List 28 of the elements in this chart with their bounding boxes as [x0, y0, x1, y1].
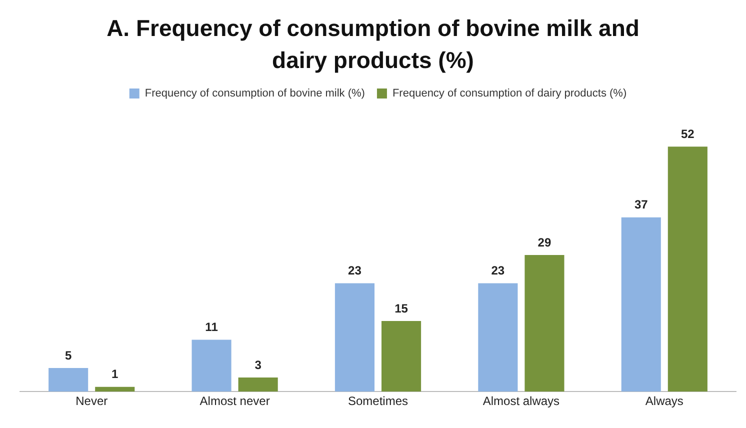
- bar: [621, 217, 661, 392]
- bar: [668, 146, 708, 392]
- data-label: 29: [538, 235, 552, 250]
- x-tick-label: Almost always: [482, 394, 560, 408]
- bar: [381, 320, 422, 392]
- bar: [238, 377, 278, 392]
- data-label: 11: [205, 320, 218, 334]
- bar: [48, 368, 88, 392]
- x-tick-label: Almost never: [200, 394, 270, 408]
- data-label: 5: [64, 348, 72, 362]
- data-label: 3: [254, 358, 262, 372]
- chart-title: A. Frequency of consumption of bovine milk and dairy products (%): [106, 14, 640, 75]
- x-tick-label: Never: [76, 394, 108, 408]
- bar: [95, 386, 135, 392]
- bar: [478, 283, 518, 392]
- bar: [524, 255, 564, 392]
- x-tick-label: Sometimes: [348, 394, 408, 408]
- data-label: 52: [680, 126, 695, 141]
- bar: [192, 340, 232, 392]
- data-label: 15: [394, 301, 408, 316]
- data-label: 37: [634, 198, 648, 212]
- legend-label: Frequency of consumption of bovine milk (%): [144, 88, 365, 100]
- data-label: 1: [112, 367, 119, 382]
- bar: [334, 283, 375, 392]
- data-label: 23: [348, 264, 362, 278]
- x-tick-label: Always: [645, 394, 684, 408]
- legend-label: Frequency of consumption of dairy products (%): [392, 88, 627, 100]
- data-label: 23: [491, 264, 505, 278]
